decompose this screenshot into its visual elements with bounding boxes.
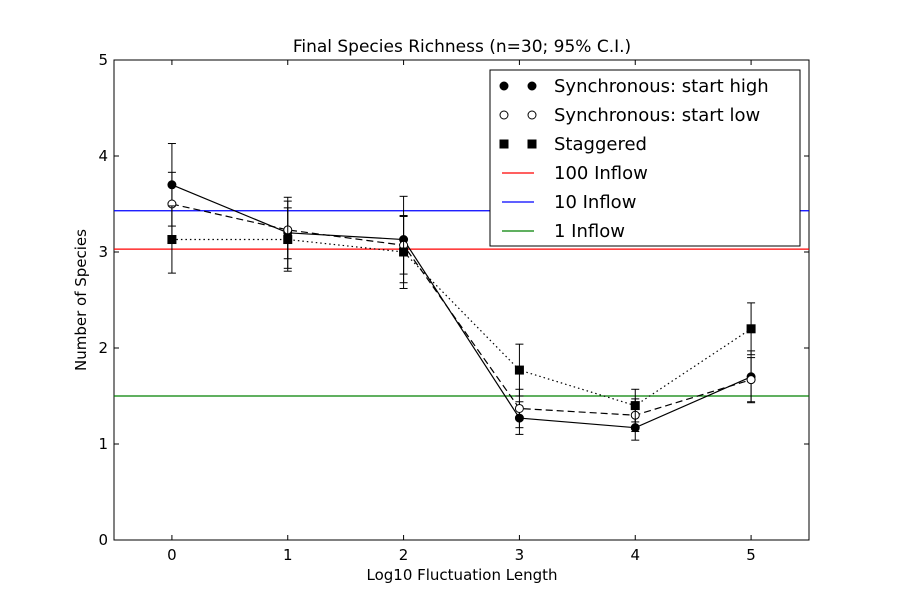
legend-box — [489, 69, 801, 247]
y-tick-label: 2 — [98, 339, 108, 357]
y-tick-label: 4 — [98, 147, 108, 165]
data-point — [283, 235, 293, 245]
legend-label: 10 Inflow — [554, 192, 636, 213]
x-tick-label: 0 — [167, 546, 177, 564]
plot-frame — [113, 59, 810, 541]
legend-label: Staggered — [554, 134, 647, 155]
data-point — [514, 365, 524, 375]
x-tick-label: 3 — [515, 546, 525, 564]
legend-label: Synchronous: start low — [554, 105, 760, 126]
data-point — [167, 235, 177, 245]
y-tick-label: 0 — [98, 531, 108, 549]
x-tick-label: 5 — [746, 546, 756, 564]
series-line — [171, 203, 752, 416]
x-tick-label: 4 — [630, 546, 640, 564]
legend-label: 1 Inflow — [554, 221, 625, 242]
x-tick-label: 2 — [399, 546, 409, 564]
x-axis-label: Log10 Fluctuation Length — [366, 566, 557, 584]
legend-marker — [527, 81, 537, 91]
series-line — [171, 238, 752, 407]
data-point — [399, 247, 409, 257]
series-line — [171, 184, 752, 429]
y-tick-label: 5 — [98, 51, 108, 69]
data-point — [630, 401, 640, 411]
data-point — [746, 324, 756, 334]
chart-title: Final Species Richness (n=30; 95% C.I.) — [293, 37, 631, 57]
data-point — [746, 375, 756, 385]
data-point — [514, 403, 524, 413]
legend-marker — [499, 110, 509, 120]
legend-marker — [527, 110, 537, 120]
plot-area: 0 1 2 3 4 5 0 1 2 3 4 5 — [98, 51, 810, 564]
legend-marker — [527, 139, 537, 149]
legend-label: 100 Inflow — [554, 163, 648, 184]
legend: Synchronous: start high Synchronous: star… — [489, 69, 801, 247]
x-tick-label: 1 — [283, 546, 293, 564]
legend-label: Synchronous: start high — [554, 76, 769, 97]
legend-marker — [499, 81, 509, 91]
y-tick-label: 3 — [98, 243, 108, 261]
y-tick-label: 1 — [98, 435, 108, 453]
y-axis-label: Number of Species — [72, 229, 90, 371]
legend-marker — [499, 139, 509, 149]
